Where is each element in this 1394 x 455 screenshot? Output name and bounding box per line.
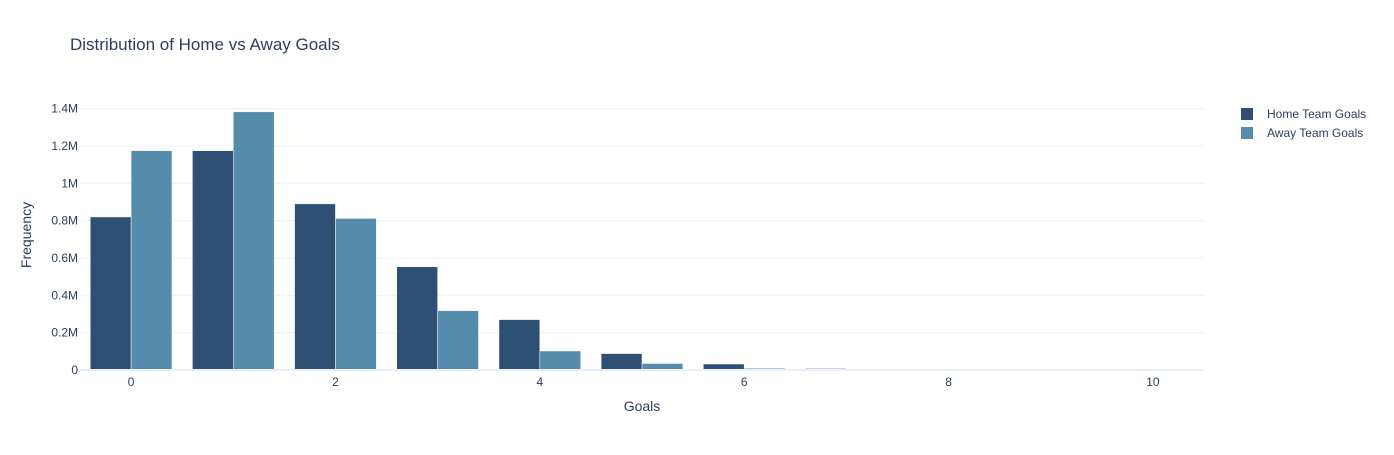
y-tick-label: 1.4M (51, 102, 78, 116)
legend[interactable]: Home Team Goals Away Team Goals (1241, 107, 1366, 140)
legend-label: Away Team Goals (1267, 126, 1363, 140)
y-tick-label: 0.2M (51, 326, 78, 340)
bar-home-team-goals-2[interactable] (295, 204, 336, 370)
x-axis-title: Goals (624, 398, 661, 414)
x-tick-label: 8 (945, 375, 952, 389)
bars[interactable] (90, 112, 1194, 370)
bar-away-team-goals-4[interactable] (540, 351, 581, 370)
y-tick-label: 1.2M (51, 139, 78, 153)
y-tick-label: 1M (61, 176, 78, 190)
x-tick-label: 2 (332, 375, 339, 389)
y-axis-title: Frequency (18, 202, 34, 268)
x-tick-label: 4 (536, 375, 543, 389)
bar-home-team-goals-0[interactable] (90, 217, 131, 370)
legend-item-home-team-goals[interactable]: Home Team Goals (1241, 107, 1366, 121)
legend-label: Home Team Goals (1267, 107, 1366, 121)
y-tick-label: 0 (71, 363, 78, 377)
x-tick-label: 0 (128, 375, 135, 389)
bar-home-team-goals-1[interactable] (192, 151, 233, 370)
x-tick-label: 6 (741, 375, 748, 389)
y-tick-labels: 0 0.2M 0.4M 0.6M 0.8M 1M 1.2M 1.4M (51, 102, 78, 377)
y-tick-label: 0.6M (51, 251, 78, 265)
x-tick-labels: 0 2 4 6 8 10 (128, 375, 1160, 389)
x-tick-label: 10 (1146, 375, 1160, 389)
bar-away-team-goals-3[interactable] (438, 311, 479, 370)
bar-home-team-goals-5[interactable] (601, 354, 642, 370)
legend-swatch (1241, 108, 1253, 120)
bar-home-team-goals-4[interactable] (499, 320, 540, 370)
y-tick-label: 0.4M (51, 288, 78, 302)
bar-away-team-goals-2[interactable] (335, 218, 376, 370)
chart-title: Distribution of Home vs Away Goals (70, 35, 340, 54)
y-tick-label: 0.8M (51, 214, 78, 228)
legend-swatch (1241, 127, 1253, 139)
bar-away-team-goals-0[interactable] (131, 151, 172, 370)
legend-item-away-team-goals[interactable]: Away Team Goals (1241, 126, 1363, 140)
bar-away-team-goals-1[interactable] (233, 112, 274, 370)
bar-home-team-goals-3[interactable] (397, 267, 438, 370)
